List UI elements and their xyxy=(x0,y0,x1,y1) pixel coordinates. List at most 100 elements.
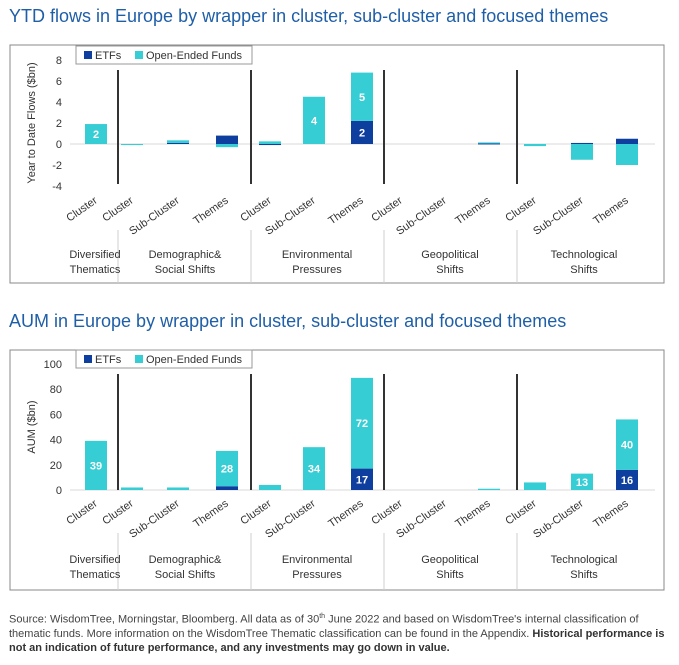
aum-y-axis-title: AUM ($bn) xyxy=(26,400,38,453)
ytd-group-label: Geopolitical xyxy=(421,249,478,261)
aum-group-label: Demographic& xyxy=(149,554,222,566)
aum-group-label: Shifts xyxy=(570,569,598,581)
ytd-y-tick-label: 4 xyxy=(56,97,62,109)
ytd-group-label: Pressures xyxy=(292,264,342,276)
ytd-x-tick-label: Themes xyxy=(326,194,366,227)
ytd-bar-oef xyxy=(259,141,281,144)
aum-bar-oef xyxy=(524,482,546,490)
ytd-y-tick-label: 6 xyxy=(56,76,62,88)
ytd-bar-oef xyxy=(303,96,325,144)
aum-y-tick-label: 100 xyxy=(44,359,62,371)
aum-chart-frame xyxy=(9,349,665,591)
ytd-y-axis-title: Year to Date Flows ($bn) xyxy=(26,62,38,183)
source-footnote: Source: WisdomTree, Morningstar, Bloombe… xyxy=(9,610,669,655)
source-text-b: June 2022 and based on WisdomTree's inte… xyxy=(9,613,639,640)
ytd-x-tick-label: Themes xyxy=(453,194,493,227)
ytd-x-tick-label: Cluster xyxy=(369,194,405,224)
ytd-chart-frame xyxy=(9,44,665,284)
ytd-bar-etf xyxy=(616,138,638,144)
aum-legend-label-etf: ETFs xyxy=(95,354,122,366)
ytd-legend-swatch-oef xyxy=(135,51,143,59)
ytd-x-tick-label: Cluster xyxy=(100,194,136,224)
ytd-group-label: Technological xyxy=(551,249,618,261)
ytd-group-label: Diversified xyxy=(69,249,120,261)
chart-title-ytd-flows: YTD flows in Europe by wrapper in cluste… xyxy=(9,6,609,26)
aum-data-label: 16 xyxy=(621,475,633,487)
ytd-y-tick-label: 2 xyxy=(56,118,62,130)
ytd-bar-etf xyxy=(478,143,500,145)
aum-x-tick-label: Themes xyxy=(591,497,631,530)
aum-x-tick-label: Cluster xyxy=(100,497,136,527)
aum-bar-oef xyxy=(571,473,593,490)
aum-bar-oef xyxy=(167,487,189,490)
aum-legend-box xyxy=(75,349,253,369)
aum-bar-oef xyxy=(616,419,638,470)
ytd-bar-oef xyxy=(616,144,638,165)
aum-data-label: 34 xyxy=(308,464,321,476)
aum-group-label: Social Shifts xyxy=(155,569,216,581)
ytd-bar-oef xyxy=(85,124,107,144)
aum-group-label: Pressures xyxy=(292,569,342,581)
aum-data-label: 40 xyxy=(621,440,633,452)
aum-bar-oef xyxy=(259,484,281,490)
ytd-bar-oef xyxy=(121,144,143,146)
aum-legend-swatch-oef xyxy=(135,355,143,363)
aum-y-tick-label: 40 xyxy=(50,435,62,447)
aum-x-tick-label: Sub-Cluster xyxy=(263,497,318,540)
ytd-data-label: 4 xyxy=(311,115,318,127)
aum-group-label: Shifts xyxy=(436,569,464,581)
ytd-data-label: 2 xyxy=(93,129,99,141)
aum-group-label: Diversified xyxy=(69,554,120,566)
ytd-bar-oef xyxy=(167,140,189,143)
ytd-bar-oef xyxy=(478,142,500,144)
ytd-bar-etf xyxy=(571,142,593,144)
aum-bar-oef xyxy=(85,440,107,490)
charts-canvas: 8 6 4 2 0 -2 -4 Year to Date Flows ($bn) 2 4 5 2 Clu… xyxy=(9,44,665,591)
aum-legend-label-oef: Open-Ended Funds xyxy=(146,354,243,366)
aum-x-tick-label: Themes xyxy=(453,497,493,530)
ytd-y-tick-label: 8 xyxy=(56,55,62,67)
ytd-y-tick-label: -4 xyxy=(52,181,62,193)
aum-group-label: Environmental xyxy=(282,554,352,566)
ytd-x-tick-label: Sub-Cluster xyxy=(263,194,318,237)
performance-disclaimer: Historical performance is not an indicat… xyxy=(9,627,665,654)
ytd-y-tick-label: -2 xyxy=(52,160,62,172)
aum-bar-etf xyxy=(351,468,373,490)
ytd-y-tick-label: 0 xyxy=(56,139,62,151)
ytd-bar-etf xyxy=(351,120,373,144)
aum-data-label: 72 xyxy=(356,418,368,430)
source-text-a: Source: WisdomTree, Morningstar, Bloombe… xyxy=(9,613,320,626)
ytd-data-label: 2 xyxy=(359,127,365,139)
ytd-group-label: Social Shifts xyxy=(155,264,216,276)
aum-x-tick-label: Sub-Cluster xyxy=(531,497,586,540)
ytd-x-tick-label: Themes xyxy=(191,194,231,227)
ytd-x-tick-label: Cluster xyxy=(238,194,274,224)
aum-x-tick-label: Cluster xyxy=(238,497,274,527)
chart-title-aum: AUM in Europe by wrapper in cluster, sub… xyxy=(9,311,567,331)
ytd-group-label: Shifts xyxy=(436,264,464,276)
aum-x-tick-label: Cluster xyxy=(64,497,100,527)
source-superscript: th xyxy=(319,613,326,620)
aum-group-label: Technological xyxy=(551,554,618,566)
ytd-group-label: Demographic& xyxy=(149,249,222,261)
aum-x-tick-label: Cluster xyxy=(503,497,539,527)
ytd-bar-etf xyxy=(259,144,281,146)
aum-x-tick-label: Themes xyxy=(191,497,231,530)
ytd-bar-oef xyxy=(351,72,373,121)
aum-data-label: 28 xyxy=(221,464,233,476)
ytd-legend-label-etf: ETFs xyxy=(95,50,122,62)
ytd-group-label: Thematics xyxy=(70,264,121,276)
aum-x-tick-label: Cluster xyxy=(369,497,405,527)
aum-bar-oef xyxy=(121,487,143,490)
ytd-group-label: Shifts xyxy=(570,264,598,276)
aum-data-label: 17 xyxy=(356,474,368,486)
aum-x-tick-label: Sub-Cluster xyxy=(127,497,182,540)
aum-y-tick-label: 80 xyxy=(50,384,62,396)
aum-legend-swatch-etf xyxy=(84,355,92,363)
ytd-bar-oef xyxy=(524,144,546,147)
aum-y-tick-label: 0 xyxy=(56,485,62,497)
aum-x-tick-label: Themes xyxy=(326,497,366,530)
ytd-data-label: 5 xyxy=(359,92,365,104)
aum-data-label: 13 xyxy=(576,477,588,489)
ytd-bar-oef xyxy=(216,144,238,148)
